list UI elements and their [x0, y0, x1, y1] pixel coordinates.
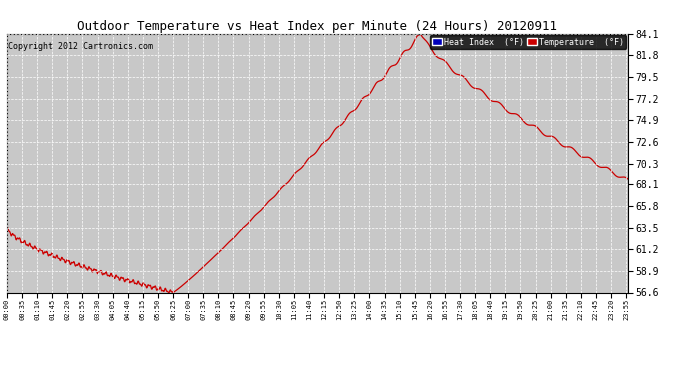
Legend: Heat Index  (°F), Temperature  (°F): Heat Index (°F), Temperature (°F) [430, 35, 627, 49]
Title: Outdoor Temperature vs Heat Index per Minute (24 Hours) 20120911: Outdoor Temperature vs Heat Index per Mi… [77, 20, 558, 33]
Text: Copyright 2012 Cartronics.com: Copyright 2012 Cartronics.com [8, 42, 153, 51]
